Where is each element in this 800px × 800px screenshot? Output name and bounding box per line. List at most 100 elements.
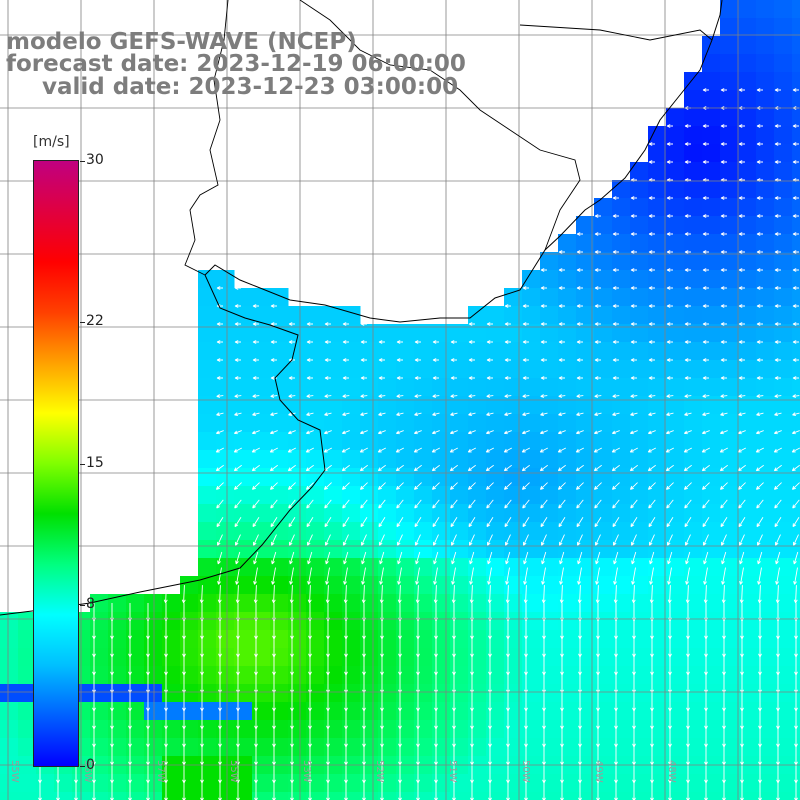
wind-speed-cell [324, 720, 343, 739]
wind-speed-cell [756, 774, 775, 793]
wind-speed-cell [684, 216, 703, 235]
wind-speed-cell [270, 684, 289, 703]
wind-speed-cell [504, 450, 523, 469]
wind-speed-cell [774, 72, 793, 91]
wind-speed-cell [396, 576, 415, 595]
wind-speed-cell [666, 720, 685, 739]
wind-speed-cell [774, 594, 793, 613]
wind-speed-cell [360, 648, 379, 667]
wind-speed-cell [504, 306, 523, 325]
wind-speed-cell [360, 450, 379, 469]
wind-speed-cell [792, 54, 800, 73]
wind-speed-cell [720, 774, 739, 793]
wind-speed-cell [522, 648, 541, 667]
wind-speed-cell [738, 90, 757, 109]
wind-speed-cell [180, 648, 199, 667]
wind-speed-cell [684, 180, 703, 199]
wind-speed-cell [594, 630, 613, 649]
wind-speed-cell [792, 288, 800, 307]
wind-speed-cell [486, 648, 505, 667]
wind-speed-cell [594, 270, 613, 289]
wind-speed-cell [360, 612, 379, 631]
wind-speed-cell [162, 630, 181, 649]
wind-speed-cell [450, 432, 469, 451]
wind-speed-cell [720, 306, 739, 325]
wind-speed-cell [738, 108, 757, 127]
wind-speed-cell [288, 630, 307, 649]
wind-speed-cell [414, 342, 433, 361]
wind-speed-cell [540, 648, 559, 667]
wind-speed-cell [252, 648, 271, 667]
wind-speed-cell [198, 378, 217, 397]
wind-speed-cell [612, 270, 631, 289]
wind-speed-cell [432, 666, 451, 685]
wind-speed-cell [684, 414, 703, 433]
wind-speed-cell [270, 702, 289, 721]
wind-speed-cell [594, 450, 613, 469]
wind-speed-cell [666, 522, 685, 541]
wind-speed-cell [792, 90, 800, 109]
wind-speed-cell [306, 468, 325, 487]
wind-speed-cell [738, 144, 757, 163]
wind-speed-cell [702, 648, 721, 667]
wind-speed-cell [468, 450, 487, 469]
wind-speed-cell [504, 522, 523, 541]
wind-speed-cell [540, 684, 559, 703]
wind-speed-cell [774, 774, 793, 793]
wind-speed-cell [666, 702, 685, 721]
wind-speed-cell [234, 450, 253, 469]
wind-speed-cell [198, 720, 217, 739]
wind-speed-cell [720, 450, 739, 469]
wind-speed-cell [720, 648, 739, 667]
wind-speed-cell [342, 684, 361, 703]
wind-speed-cell [252, 774, 271, 793]
wind-speed-cell [630, 612, 649, 631]
wind-speed-cell [234, 594, 253, 613]
wind-speed-cell [666, 630, 685, 649]
wind-speed-cell [504, 468, 523, 487]
wind-speed-cell [792, 108, 800, 127]
wind-speed-cell [360, 630, 379, 649]
wind-speed-cell [684, 684, 703, 703]
wind-speed-cell [630, 162, 649, 181]
longitude-label: 49W [593, 760, 604, 783]
wind-speed-cell [666, 108, 685, 127]
wind-speed-cell [792, 0, 800, 19]
wind-speed-cell [738, 288, 757, 307]
wind-speed-cell [432, 468, 451, 487]
wind-speed-cell [774, 414, 793, 433]
wind-speed-cell [396, 738, 415, 757]
wind-speed-cell [594, 738, 613, 757]
wind-speed-cell [342, 738, 361, 757]
wind-speed-cell [432, 414, 451, 433]
wind-speed-cell [756, 234, 775, 253]
wind-speed-cell [360, 666, 379, 685]
wind-speed-cell [288, 522, 307, 541]
wind-speed-cell [414, 738, 433, 757]
wind-speed-cell [630, 252, 649, 271]
wind-speed-cell [630, 450, 649, 469]
wind-speed-cell [702, 270, 721, 289]
wind-speed-cell [792, 252, 800, 271]
wind-speed-cell [396, 378, 415, 397]
wind-speed-cell [234, 432, 253, 451]
wind-speed-cell [648, 630, 667, 649]
wind-speed-cell [522, 612, 541, 631]
wind-speed-cell [738, 216, 757, 235]
wind-speed-cell [594, 342, 613, 361]
wind-speed-cell [270, 576, 289, 595]
wind-speed-cell [738, 360, 757, 379]
wind-speed-cell [396, 414, 415, 433]
wind-speed-cell [288, 306, 307, 325]
wind-speed-cell [666, 252, 685, 271]
wind-speed-cell [612, 216, 631, 235]
wind-speed-cell [450, 702, 469, 721]
wind-speed-cell [270, 630, 289, 649]
wind-speed-cell [594, 720, 613, 739]
wind-speed-cell [666, 180, 685, 199]
wind-speed-cell [774, 684, 793, 703]
wind-speed-cell [396, 630, 415, 649]
wind-speed-cell [648, 288, 667, 307]
wind-speed-cell [738, 378, 757, 397]
wind-speed-cell [144, 738, 163, 757]
